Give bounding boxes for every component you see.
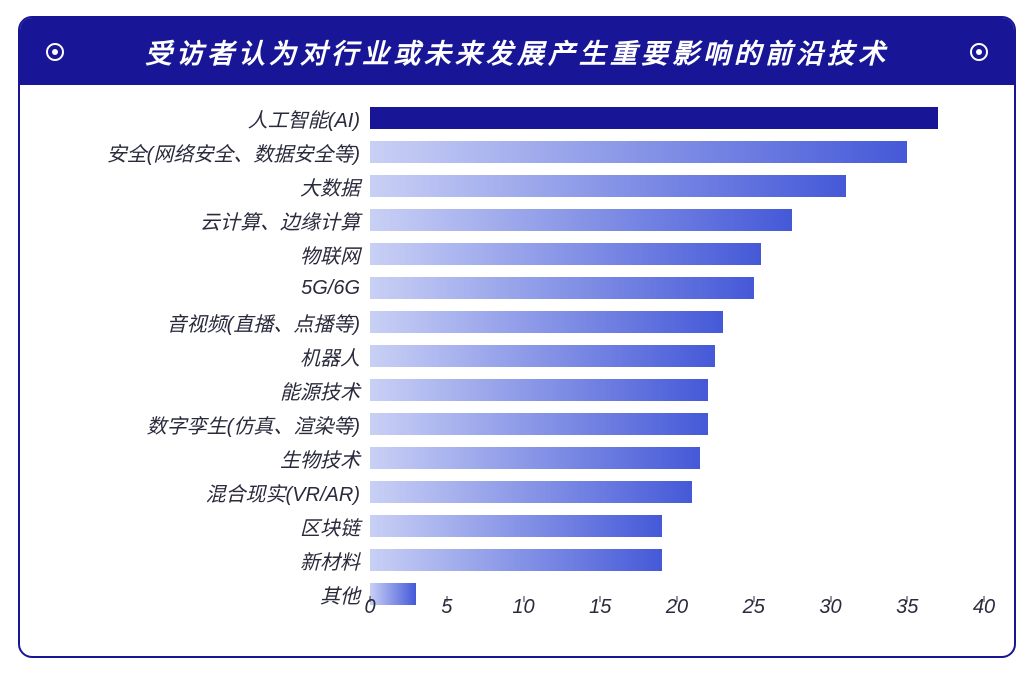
x-tick-label: 35 — [896, 596, 918, 619]
x-tick-label: 15 — [589, 596, 611, 619]
bar-label: 物联网 — [30, 240, 370, 269]
bar-fill — [370, 345, 715, 367]
bar-fill — [370, 141, 907, 163]
bar-track — [370, 447, 984, 469]
bar-label: 生物技术 — [30, 444, 370, 473]
x-tick-label: 20 — [666, 596, 688, 619]
bar-track — [370, 515, 984, 537]
bars-group: 人工智能(AI)安全(网络安全、数据安全等)大数据云计算、边缘计算物联网5G/6… — [30, 107, 984, 617]
bar-track — [370, 311, 984, 333]
bar-fill — [370, 107, 938, 129]
x-tick-label: 25 — [743, 596, 765, 619]
bar-fill — [370, 209, 792, 231]
bar-fill — [370, 311, 723, 333]
bar-row: 混合现实(VR/AR) — [30, 481, 984, 503]
bar-label: 5G/6G — [30, 277, 370, 300]
bar-track — [370, 277, 984, 299]
bar-row: 大数据 — [30, 175, 984, 197]
bar-track — [370, 549, 984, 571]
bar-fill — [370, 413, 708, 435]
bar-fill — [370, 515, 662, 537]
bar-track — [370, 345, 984, 367]
chart-card: 受访者认为对行业或未来发展产生重要影响的前沿技术 人工智能(AI) 安全(网络安全… — [18, 16, 1016, 658]
bar-track — [370, 481, 984, 503]
bar-track — [370, 243, 984, 265]
bar-fill — [370, 175, 846, 197]
bar-label: 人工智能(AI) — [30, 104, 370, 133]
bar-row: 机器人 — [30, 345, 984, 367]
x-tick-label: 5 — [441, 596, 452, 619]
bar-row: 人工智能(AI) — [30, 107, 984, 129]
bar-track — [370, 379, 984, 401]
bar-label: 云计算、边缘计算 — [30, 206, 370, 235]
x-tick-label: 40 — [973, 596, 995, 619]
bar-fill — [370, 243, 761, 265]
x-axis: 0510152025303540 — [370, 596, 984, 636]
bar-row: 区块链 — [30, 515, 984, 537]
bar-label: 音视频(直播、点播等) — [30, 308, 370, 337]
bar-label: 大数据 — [30, 172, 370, 201]
bar-row: 音视频(直播、点播等) — [30, 311, 984, 333]
chart-container: 受访者认为对行业或未来发展产生重要影响的前沿技术 人工智能(AI) 安全(网络安全… — [0, 0, 1034, 674]
chart-title: 受访者认为对行业或未来发展产生重要影响的前沿技术 — [145, 32, 889, 71]
bar-row: 云计算、边缘计算 — [30, 209, 984, 231]
x-tick-label: 0 — [364, 596, 375, 619]
x-tick-label: 30 — [819, 596, 841, 619]
bar-label: 其他 — [30, 580, 370, 609]
bullet-icon — [46, 43, 64, 61]
title-bar: 受访者认为对行业或未来发展产生重要影响的前沿技术 — [20, 18, 1014, 85]
bar-fill — [370, 549, 662, 571]
bar-track — [370, 175, 984, 197]
bar-fill — [370, 481, 692, 503]
bar-label: 能源技术 — [30, 376, 370, 405]
bar-row: 能源技术 — [30, 379, 984, 401]
bar-track — [370, 413, 984, 435]
chart-plot-area: 人工智能(AI)安全(网络安全、数据安全等)大数据云计算、边缘计算物联网5G/6… — [20, 85, 1014, 656]
bar-row: 新材料 — [30, 549, 984, 571]
bar-fill — [370, 277, 754, 299]
bar-row: 物联网 — [30, 243, 984, 265]
bar-label: 混合现实(VR/AR) — [30, 478, 370, 507]
bar-fill — [370, 447, 700, 469]
bar-row: 数字孪生(仿真、渲染等) — [30, 413, 984, 435]
bar-row: 生物技术 — [30, 447, 984, 469]
bar-label: 安全(网络安全、数据安全等) — [30, 138, 370, 167]
bar-row: 5G/6G — [30, 277, 984, 299]
bar-track — [370, 209, 984, 231]
bar-track — [370, 107, 984, 129]
bar-label: 数字孪生(仿真、渲染等) — [30, 410, 370, 439]
bar-label: 区块链 — [30, 512, 370, 541]
bar-fill — [370, 379, 708, 401]
bar-label: 新材料 — [30, 546, 370, 575]
bar-row: 安全(网络安全、数据安全等) — [30, 141, 984, 163]
bullet-icon — [970, 43, 988, 61]
x-tick-label: 10 — [512, 596, 534, 619]
bar-label: 机器人 — [30, 342, 370, 371]
bar-track — [370, 141, 984, 163]
